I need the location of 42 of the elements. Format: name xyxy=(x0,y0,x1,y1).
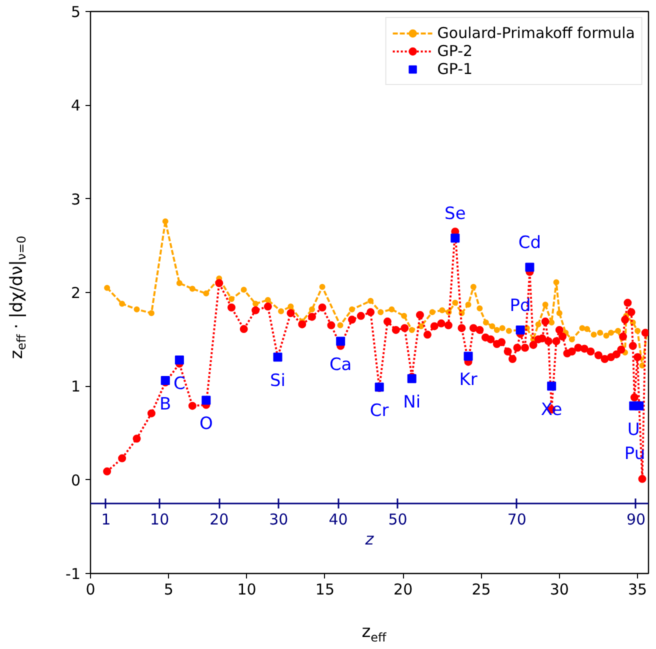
annotation: Se xyxy=(444,204,466,224)
annotation: Ni xyxy=(403,392,421,413)
x-tick-label: 0 xyxy=(86,580,96,598)
x2-axis-title: z xyxy=(364,530,374,548)
x2-tick-label: 40 xyxy=(328,510,348,528)
x-tick-label: 30 xyxy=(550,580,569,598)
y-tick-label: 4 xyxy=(70,96,81,115)
annotation: Pu xyxy=(624,444,646,464)
x-tick-label: 25 xyxy=(472,580,491,598)
annotation: Cd xyxy=(518,233,542,254)
x-tick-label: 5 xyxy=(164,580,174,598)
annotation: B xyxy=(160,394,172,415)
annotation: Kr xyxy=(459,370,478,390)
y-tick-label: 2 xyxy=(70,284,81,302)
x-axis-title: z$_{eff}$ xyxy=(362,621,386,646)
annotation: Pd xyxy=(510,296,531,316)
x-tick-label: 10 xyxy=(237,580,256,598)
x-tick-label: 15 xyxy=(315,580,335,598)
y-tick-label: 0 xyxy=(70,471,81,490)
x2-tick-label: 90 xyxy=(626,510,646,528)
annotation: U xyxy=(627,420,640,440)
x2-tick-label: 1 xyxy=(101,510,111,528)
x2-tick-label: 70 xyxy=(507,510,526,528)
x2-tick-label: 50 xyxy=(388,510,408,528)
x2-tick-label: 10 xyxy=(150,510,170,528)
annotation: O xyxy=(199,414,213,434)
x-tick-label: 20 xyxy=(394,580,413,598)
legend-label: Goulard-Primakoff formula xyxy=(437,24,635,42)
annotation: C xyxy=(174,374,186,394)
annotation: Ca xyxy=(329,355,352,376)
y-tick-label: 5 xyxy=(70,3,81,21)
legend-label: GP-2 xyxy=(437,42,473,60)
x-tick-label: 35 xyxy=(628,580,648,598)
annotation: Xe xyxy=(540,400,562,420)
y-tick-label: 1 xyxy=(70,378,81,396)
x2-tick-label: 20 xyxy=(210,510,229,528)
y-tick-label: 3 xyxy=(70,190,81,208)
legend-label: GP-1 xyxy=(437,60,473,78)
annotation: Cr xyxy=(370,401,389,422)
annotation: Si xyxy=(270,371,286,392)
x2-tick-label: 30 xyxy=(269,510,288,528)
y-tick-label: -1 xyxy=(66,565,81,583)
